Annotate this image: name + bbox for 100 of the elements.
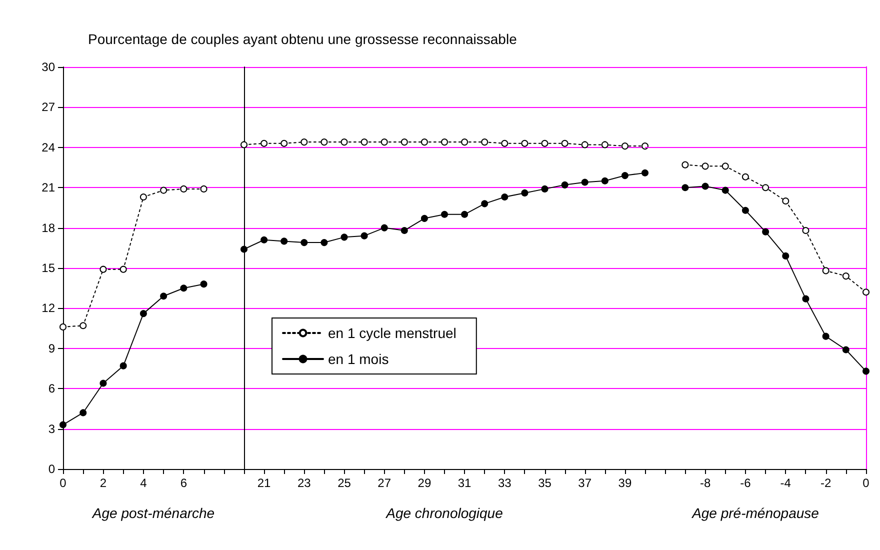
point (441, 210, 448, 218)
point (461, 138, 468, 146)
x-tick-label: 0 (60, 476, 67, 490)
point (240, 246, 248, 253)
point (441, 138, 448, 146)
point (120, 362, 127, 370)
point (621, 142, 628, 150)
text: Pourcentage de couples ayant obtenu une grossesse reconnaissable (88, 31, 517, 47)
legend-label: en 1 mois (328, 351, 389, 367)
x-tick-label: 35 (538, 476, 552, 490)
x-tick-label: 27 (378, 476, 392, 490)
point (100, 266, 107, 273)
x-axis-title: Age post-ménarche (91, 505, 215, 521)
point (320, 239, 328, 246)
point (280, 140, 288, 147)
point (160, 292, 168, 300)
point (300, 138, 308, 146)
point (240, 141, 248, 148)
point (420, 138, 428, 146)
point (782, 252, 790, 260)
x-tick-label: 31 (458, 476, 472, 490)
x-tick-label: -6 (740, 476, 752, 490)
point (561, 140, 568, 147)
y-tick-label: 12 (42, 301, 56, 316)
point (601, 177, 608, 184)
x-tick-label: 29 (418, 476, 432, 490)
point (521, 140, 528, 147)
point (300, 239, 308, 246)
point (340, 138, 348, 146)
point (581, 141, 588, 148)
x-tick-label: 37 (578, 476, 592, 490)
x-tick-label: 2 (100, 476, 107, 490)
point (80, 322, 87, 330)
point (340, 234, 348, 241)
point (541, 185, 548, 192)
point (722, 162, 729, 170)
point (541, 140, 548, 147)
point (521, 189, 528, 196)
point (621, 172, 628, 180)
point (862, 288, 870, 296)
point (140, 310, 147, 318)
point (360, 138, 368, 146)
point (642, 169, 648, 176)
point (762, 184, 770, 192)
point (60, 323, 66, 330)
x-tick-label: 21 (257, 476, 272, 490)
x-tick-label: 4 (140, 476, 148, 490)
y-tick-label: 21 (42, 180, 56, 195)
point (682, 161, 689, 168)
point (80, 409, 87, 416)
x-tick-label: 25 (338, 476, 352, 490)
point (100, 380, 107, 387)
legend-label: en 1 cycle menstruel (328, 325, 456, 341)
x-tick-label: 0 (862, 476, 870, 490)
point (400, 138, 408, 146)
y-tick-label: 6 (48, 382, 56, 396)
point (742, 206, 749, 214)
point (762, 228, 770, 236)
y-tick-label: 9 (48, 341, 56, 356)
point (260, 140, 268, 147)
y-tick-label: 0 (48, 462, 56, 476)
y-tick-label: 30 (42, 60, 56, 74)
point (802, 226, 810, 234)
y-tick-label: 18 (42, 220, 56, 235)
point (420, 214, 428, 222)
point (842, 346, 850, 354)
point (360, 232, 368, 240)
point (802, 295, 810, 302)
point (461, 210, 468, 218)
point (380, 224, 388, 232)
point (260, 236, 268, 244)
point (200, 280, 208, 288)
point (160, 186, 168, 194)
point (481, 138, 488, 146)
point (481, 200, 488, 208)
point (702, 182, 709, 190)
point (601, 141, 608, 148)
point (280, 238, 288, 245)
point (320, 138, 328, 146)
point (501, 140, 508, 147)
point (140, 193, 147, 200)
y-tick-label: 27 (42, 100, 56, 114)
point (581, 178, 588, 186)
x-axis-title: Age pré-ménopause (691, 505, 820, 521)
point (782, 198, 790, 204)
x-tick-label: 23 (297, 476, 312, 490)
x-tick-label: 33 (498, 476, 512, 490)
x-tick-label: 6 (180, 476, 188, 490)
x-axis-title: Age chronologique (385, 505, 504, 521)
x-tick-label: -2 (820, 476, 832, 490)
y-tick-label: 24 (42, 140, 56, 154)
point (60, 421, 66, 428)
point (742, 173, 749, 180)
point (180, 185, 188, 192)
x-tick-label: -8 (700, 476, 711, 490)
point (180, 284, 188, 292)
point (822, 332, 830, 340)
y-tick-label: 3 (48, 422, 56, 436)
point (862, 368, 870, 375)
point (842, 272, 850, 280)
